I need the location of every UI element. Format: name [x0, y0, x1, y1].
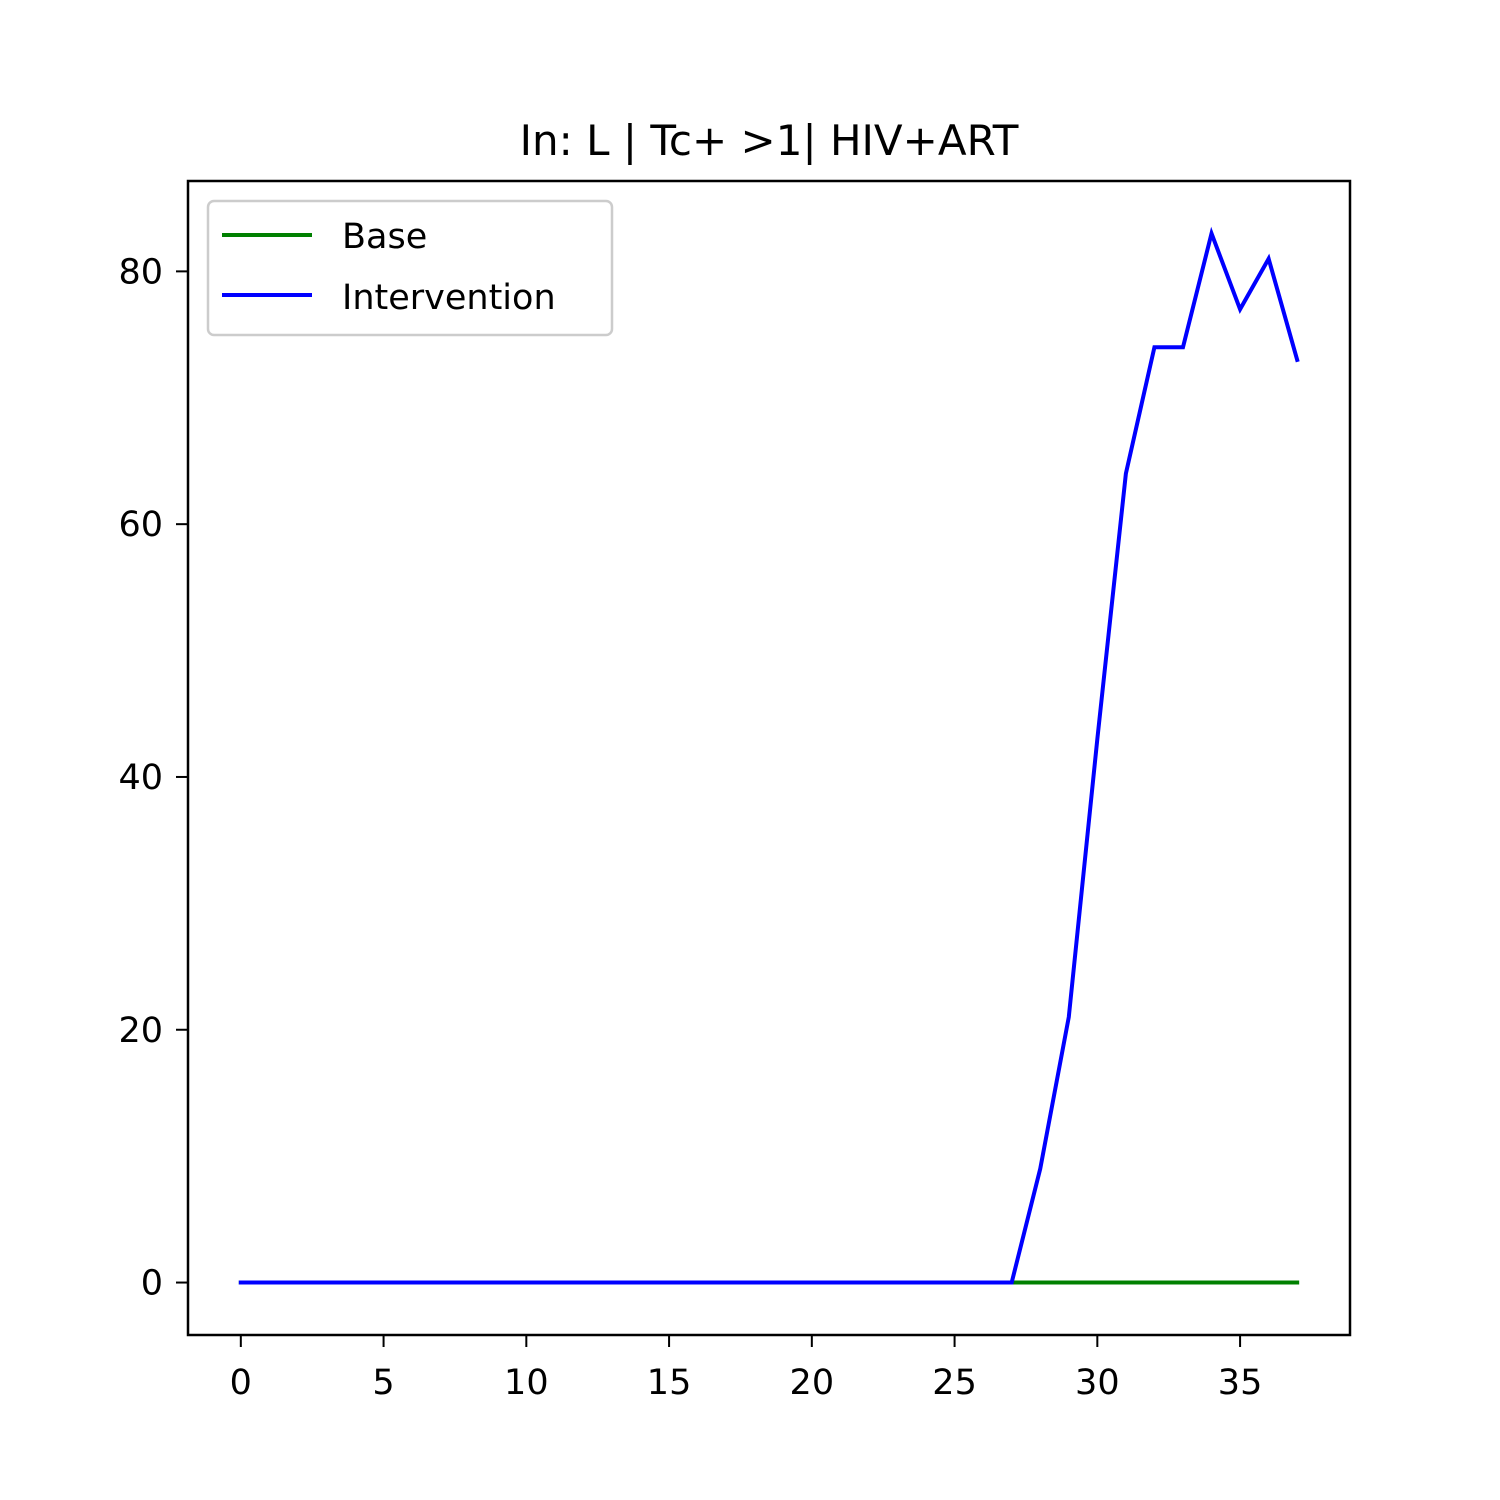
x-tick-label: 15 [647, 1363, 692, 1403]
axes-frame [186, 179, 1352, 1337]
series-line-intervention [238, 226, 1300, 1285]
y-tick-label: 60 [118, 505, 163, 545]
y-tick-label: 80 [118, 252, 163, 292]
x-tick-label: 10 [504, 1363, 549, 1403]
y-tick-label: 20 [118, 1011, 163, 1051]
x-tick-label: 25 [932, 1363, 977, 1403]
y-tick-label: 0 [141, 1264, 163, 1304]
x-tick-label: 35 [1218, 1363, 1263, 1403]
y-tick-label: 40 [118, 758, 163, 798]
x-tick-label: 0 [230, 1363, 252, 1403]
plot-area [186, 179, 1352, 1337]
chart-title: In: L | Tc+ >1| HIV+ART [520, 116, 1019, 165]
x-axis: 0 5 10 15 20 25 30 35 [230, 1335, 1263, 1403]
y-axis: 0 20 40 60 80 [118, 252, 188, 1304]
x-tick-label: 30 [1075, 1363, 1120, 1403]
x-tick-label: 20 [790, 1363, 835, 1403]
legend-label-intervention: Intervention [342, 278, 556, 318]
legend-label-base: Base [342, 217, 427, 257]
x-tick-label: 5 [372, 1363, 394, 1403]
legend: Base Intervention [206, 199, 614, 337]
